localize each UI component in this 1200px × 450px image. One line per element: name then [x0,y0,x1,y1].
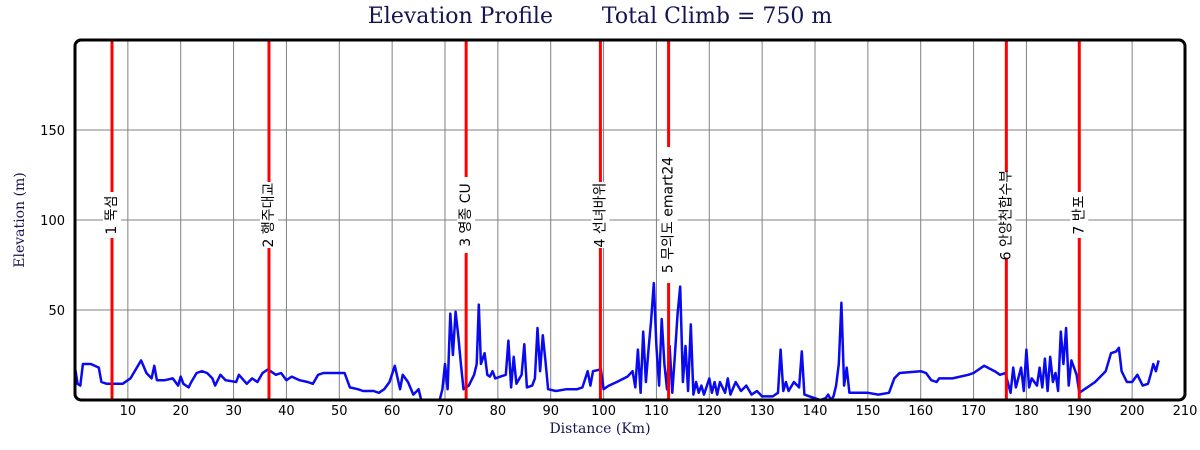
x-tick-label: 120 [697,404,722,419]
x-tick-label: 180 [1014,404,1039,419]
checkpoint-label: 6 안양천합수부 [998,170,1014,261]
x-tick-label: 10 [120,404,137,419]
x-tick-label: 70 [437,404,454,419]
checkpoint-label: 3 영종 CU [458,183,474,247]
x-tick-label: 100 [591,404,616,419]
x-tick-label: 160 [908,404,933,419]
y-axis-label: Elevation (m) [12,172,28,268]
y-tick-label: 50 [48,304,65,319]
checkpoint-label-bg [457,177,476,253]
checkpoint-label-bg [1070,192,1089,238]
checkpoint-label-bg [659,147,678,283]
x-tick-label: 80 [490,404,507,419]
x-tick-label: 140 [803,404,828,419]
x-tick-label: 190 [1067,404,1092,419]
chart-title: Elevation Profile Total Climb = 750 m [367,4,833,29]
checkpoint-label: 1 뚝섬 [104,195,120,234]
checkpoint-label-bg [591,182,610,248]
checkpoint-label: 2 행주대교 [261,182,277,247]
x-tick-label: 200 [1120,404,1145,419]
x-tick-label: 110 [644,404,669,419]
x-tick-label: 90 [542,404,559,419]
y-tick-label: 150 [40,124,65,139]
checkpoint-label: 5 무의도 emart24 [661,157,677,273]
x-tick-label: 40 [278,404,295,419]
x-tick-label: 60 [384,404,401,419]
elevation-line [73,281,1160,402]
x-tick-label: 210 [1173,404,1198,419]
x-tick-label: 130 [750,404,775,419]
x-tick-label: 150 [855,404,880,419]
y-tick-label: 100 [40,214,65,229]
x-tick-label: 20 [172,404,189,419]
plot-frame [73,38,1187,402]
x-axis-label: Distance (Km) [549,421,651,437]
checkpoint-label-bg [997,172,1016,258]
x-tick-label: 30 [225,404,242,419]
x-tick-label: 170 [961,404,986,419]
checkpoint-label: 7 반포 [1071,195,1087,234]
checkpoint-label-bg [103,192,121,238]
checkpoint-label-bg [259,182,278,248]
checkpoint-label: 4 선녀바위 [592,183,608,248]
x-tick-label: 50 [331,404,348,419]
